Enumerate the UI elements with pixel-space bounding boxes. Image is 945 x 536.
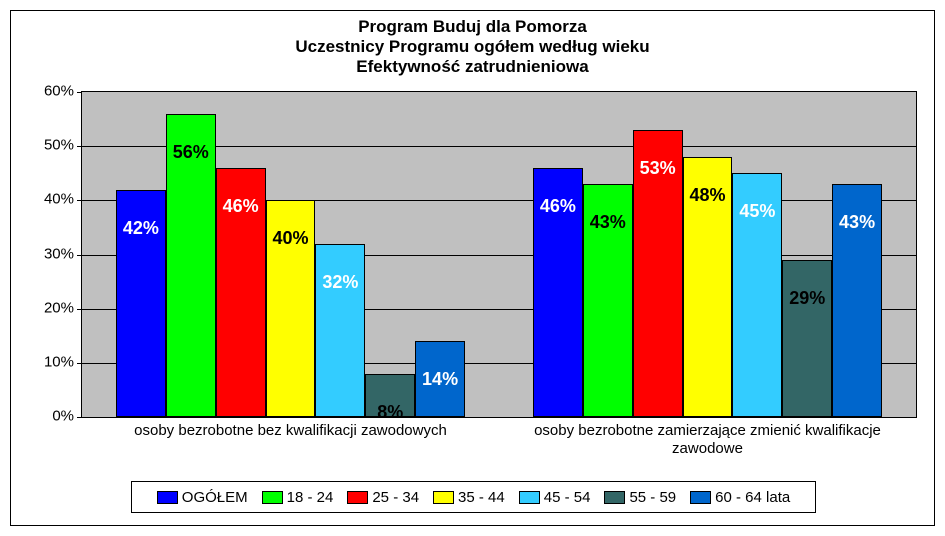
legend-swatch [157,491,178,504]
bar [583,184,633,417]
y-tick [77,363,82,364]
legend-label: 45 - 54 [544,489,591,506]
bar [116,190,166,418]
legend-swatch [690,491,711,504]
bar [166,114,216,417]
legend-label: 25 - 34 [372,489,419,506]
y-tick [77,92,82,93]
legend-item: 45 - 54 [519,489,591,506]
y-tick [77,200,82,201]
legend-swatch [604,491,625,504]
y-tick [77,255,82,256]
y-tick-label: 40% [19,191,74,208]
plot-area: 42%56%46%40%32%8%14%osoby bezrobotne bez… [81,91,917,418]
legend-item: OGÓŁEM [157,489,248,506]
y-tick-label: 20% [19,299,74,316]
legend-label: OGÓŁEM [182,489,248,506]
legend: OGÓŁEM 18 - 24 25 - 34 35 - 44 45 - 54 55 - 5… [131,481,816,513]
legend-swatch [347,491,368,504]
bar [533,168,583,417]
bar [683,157,733,417]
bar [782,260,832,417]
y-tick-label: 30% [19,245,74,262]
y-tick-label: 50% [19,137,74,154]
bar [415,341,465,417]
bar [266,200,316,417]
legend-label: 18 - 24 [287,489,334,506]
title-line-3: Efektywność zatrudnieniowa [11,57,934,77]
bar [832,184,882,417]
bar [365,374,415,417]
legend-swatch [433,491,454,504]
y-tick-label: 10% [19,353,74,370]
category-label: osoby bezrobotne bez kwalifikacji zawodo… [82,422,499,440]
bar [315,244,365,417]
y-tick [77,146,82,147]
legend-label: 60 - 64 lata [715,489,790,506]
chart-container: Program Buduj dla Pomorza Uczestnicy Pro… [10,10,935,526]
legend-item: 18 - 24 [262,489,334,506]
bar [633,130,683,417]
legend-swatch [262,491,283,504]
y-tick [77,417,82,418]
legend-label: 55 - 59 [629,489,676,506]
y-tick-label: 60% [19,83,74,100]
bar [732,173,782,417]
y-tick-label: 0% [19,408,74,425]
legend-swatch [519,491,540,504]
chart-title: Program Buduj dla Pomorza Uczestnicy Pro… [11,17,934,77]
title-line-1: Program Buduj dla Pomorza [11,17,934,37]
title-line-2: Uczestnicy Programu ogółem według wieku [11,37,934,57]
legend-label: 35 - 44 [458,489,505,506]
legend-item: 35 - 44 [433,489,505,506]
category-label: osoby bezrobotne zamierzające zmienić kw… [499,422,916,458]
legend-item: 55 - 59 [604,489,676,506]
legend-item: 25 - 34 [347,489,419,506]
legend-item: 60 - 64 lata [690,489,790,506]
y-tick [77,309,82,310]
bar [216,168,266,417]
